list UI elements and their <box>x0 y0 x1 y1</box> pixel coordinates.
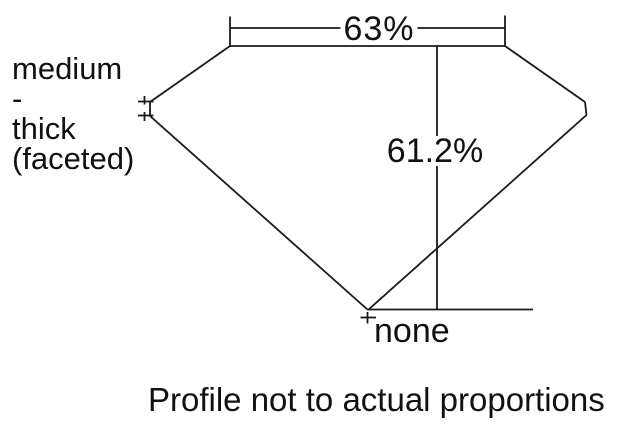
girdle-label-line-2: - <box>12 81 23 116</box>
depth-percentage-label: 61.2% <box>384 132 486 170</box>
pavilion-right-line <box>367 114 588 311</box>
girdle-tick-marks <box>138 96 154 121</box>
girdle-right-line <box>584 101 588 116</box>
girdle-thickness-label: medium - thick (faceted) <box>12 51 135 176</box>
girdle-label-line-3: thick <box>12 111 76 146</box>
culet-label: none <box>374 312 450 350</box>
diamond-outline <box>149 45 588 311</box>
caption-text: Profile not to actual proportions <box>148 381 605 418</box>
girdle-label-line-1: medium <box>12 51 123 86</box>
table-percentage-label: 63% <box>340 12 418 46</box>
crown-left-line <box>149 45 231 103</box>
crown-right-line <box>504 45 586 103</box>
depth-dimension <box>368 46 533 311</box>
pavilion-left-line <box>149 115 369 311</box>
culet-plus-marker <box>360 312 376 324</box>
girdle-label-line-4: (faceted) <box>12 141 135 176</box>
